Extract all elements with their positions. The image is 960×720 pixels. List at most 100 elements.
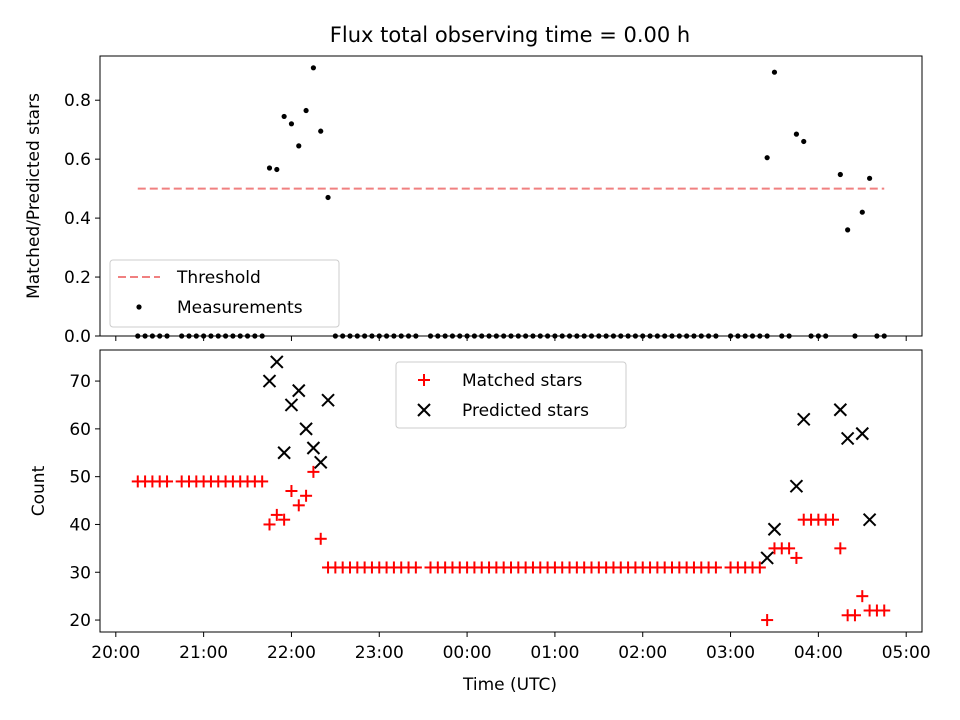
measurements-legend-swatch [136, 304, 142, 310]
matched-point [256, 475, 269, 488]
count-plot-frame [99, 349, 923, 633]
matched-point [753, 561, 766, 574]
matched-point [878, 604, 891, 617]
count-x-tick-label: 00:00 [443, 643, 492, 663]
measurement-point [281, 113, 287, 120]
measurement-point [310, 65, 317, 71]
ratio-y-tick-label: 0.4 [64, 209, 91, 229]
count-y-tick-label: 70 [69, 372, 91, 392]
count-x-tick-label: 04:00 [794, 643, 843, 663]
matched-point [848, 609, 861, 622]
matched-point [285, 485, 298, 497]
predicted-point [862, 512, 877, 527]
matched-point [409, 561, 422, 574]
ratio-y-tick-label: 0.2 [64, 268, 91, 288]
ratio-legend-box [109, 259, 340, 328]
ratio-y-tick-label: 0.8 [64, 91, 91, 111]
count-y-axis: 20 30 40 50 60 70 [69, 372, 100, 631]
matched-point [783, 542, 796, 555]
measurement-point [845, 227, 851, 233]
count-x-axis: 20:00 21:00 22:00 23:00 00:00 01:00 02:00 03:00… [91, 632, 931, 663]
matched-point [790, 551, 803, 564]
predicted-point [262, 374, 277, 388]
predicted-point [760, 551, 774, 565]
figure-title: Flux total observing time = 0.00 h [330, 23, 690, 47]
predicted-point [284, 398, 299, 412]
predicted-point [789, 479, 804, 493]
count-y-tick-label: 30 [69, 563, 91, 583]
measurements-legend-label: Measurements [177, 298, 303, 318]
predicted-point [299, 422, 313, 436]
matched-point [761, 614, 774, 627]
ratio-legend: Threshold Measurements [109, 259, 340, 328]
matched-point [300, 489, 313, 502]
count-x-tick-label: 23:00 [355, 643, 404, 663]
matched-point [270, 508, 283, 521]
count-legend-box [395, 361, 627, 429]
matched-legend-label: Matched stars [462, 371, 582, 391]
measurement-point [837, 171, 843, 178]
predicted-point [321, 393, 335, 407]
matched-point [834, 542, 847, 555]
ratio-x-axis [115, 336, 907, 341]
count-y-axis-label: Count [29, 465, 49, 516]
predicted-point [270, 355, 284, 369]
predicted-point [306, 441, 321, 455]
ratio-panel: 0.00.20.40.60.8 Matched/Predicted stars … [24, 55, 923, 347]
measurement-point [867, 175, 873, 181]
measurement-point [296, 143, 302, 149]
predicted-point [833, 403, 848, 417]
predicted-point [767, 522, 782, 536]
predicted-point [855, 426, 869, 441]
measurement-point [325, 194, 331, 201]
matched-stars-series [131, 465, 891, 627]
count-x-tick-label: 03:00 [706, 643, 755, 663]
count-x-tick-label: 22:00 [267, 643, 316, 663]
measurement-point [801, 138, 807, 145]
ratio-y-tick-label: 0.6 [64, 150, 91, 170]
threshold-legend-label: Threshold [176, 268, 261, 288]
measurement-point [859, 209, 865, 215]
measurement-point [793, 131, 800, 137]
predicted-point [292, 383, 306, 398]
count-legend: Matched stars Predicted stars [395, 361, 627, 429]
predicted-stars-series [262, 355, 877, 565]
count-x-tick-label: 21:00 [179, 643, 228, 663]
measurement-point [274, 166, 280, 173]
matched-point [314, 532, 327, 545]
measurement-point [266, 165, 273, 171]
ratio-plot-frame [99, 55, 923, 337]
matched-point [263, 518, 276, 531]
matched-point [278, 513, 291, 526]
matched-point [292, 499, 305, 512]
count-y-tick-label: 50 [69, 468, 91, 488]
measurement-point [764, 155, 770, 161]
ratio-y-axis-label: Matched/Predicted stars [24, 93, 44, 299]
measurement-point [771, 69, 778, 75]
count-x-tick-label: 01:00 [530, 643, 579, 663]
matched-point [709, 561, 722, 574]
count-panel: 20 30 40 50 60 70 20:00 21:00 22:00 23:00 00:00 01… [29, 349, 931, 663]
count-x-tick-label: 20:00 [91, 643, 140, 663]
matched-legend-swatch [418, 374, 430, 386]
measurement-point [303, 107, 309, 114]
matched-point [161, 475, 174, 488]
predicted-point [277, 446, 291, 460]
count-x-tick-label: 02:00 [618, 643, 667, 663]
measurements-series [135, 65, 887, 339]
matched-point [856, 590, 869, 603]
matched-point [307, 465, 320, 478]
matched-point [827, 513, 840, 526]
predicted-point [797, 412, 811, 427]
count-y-tick-label: 60 [69, 420, 91, 440]
count-x-tick-label: 05:00 [882, 643, 931, 663]
x-axis-label: Time (UTC) [462, 675, 557, 695]
predicted-point [314, 455, 328, 470]
measurement-point [288, 121, 295, 127]
count-y-tick-label: 40 [69, 515, 91, 535]
measurement-point [318, 128, 324, 134]
predicted-legend-label: Predicted stars [462, 401, 589, 421]
ratio-y-axis: 0.0 0.2 0.4 0.6 0.8 [64, 91, 100, 347]
count-y-tick-label: 20 [69, 611, 91, 631]
